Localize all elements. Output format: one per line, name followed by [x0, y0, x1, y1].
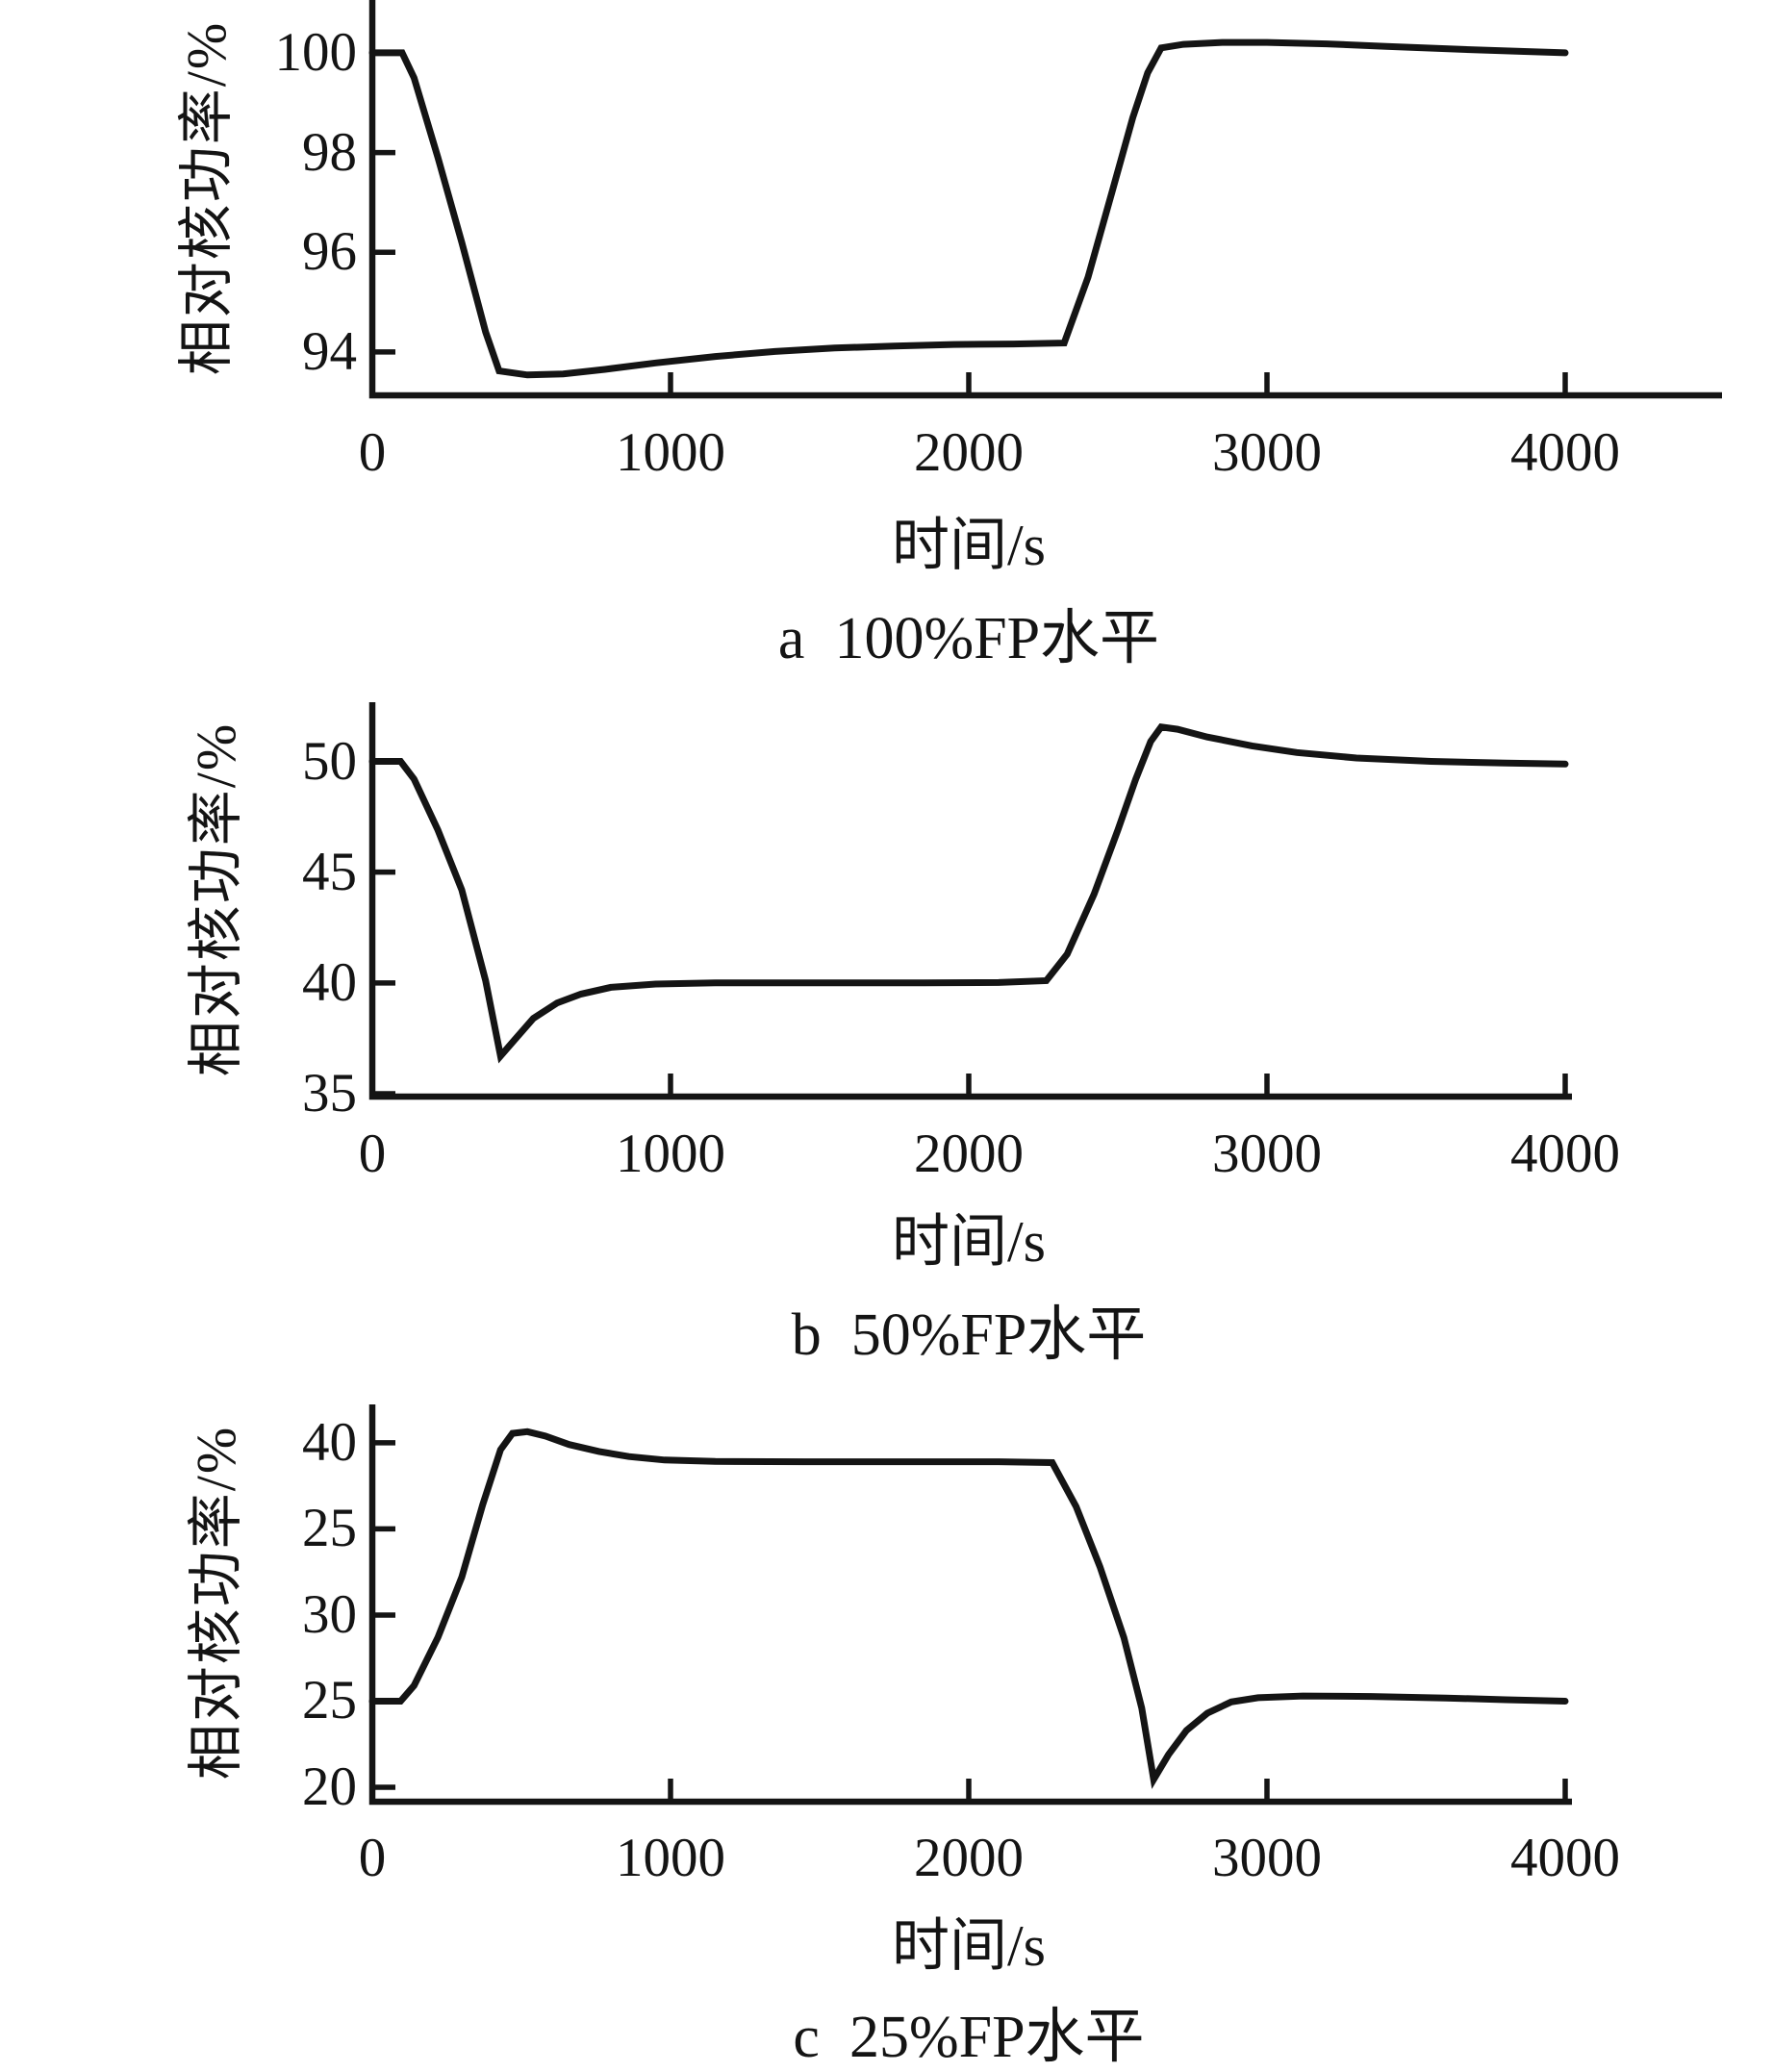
chart-c-y-tick-label: 25 [302, 1670, 357, 1731]
chart-c-y-tick-label: 40 [302, 1411, 357, 1473]
chart-c-x-tick-label: 1000 [616, 1828, 725, 1888]
chart-b-power-curve [368, 723, 1569, 1064]
chart-b-x-axis-title: 时间/s [891, 1210, 1047, 1274]
chart-a-x-tick-label: 0 [358, 422, 387, 483]
chart-c-caption: c 25%FP水平 [793, 2005, 1145, 2070]
chart-b-x-tick-label: 4000 [1510, 1124, 1620, 1184]
chart-a-power-curve [368, 38, 1569, 379]
chart-c-x-tick-label: 0 [358, 1828, 387, 1888]
chart-b-x-tick-label: 0 [358, 1124, 387, 1184]
chart-b-y-tick-label: 35 [302, 1063, 357, 1124]
chart-c-y-tick-label: 25 [302, 1498, 357, 1559]
chart-b-y-tick-label: 40 [302, 951, 357, 1013]
chart-b-x-tick-label: 2000 [914, 1124, 1024, 1184]
chart-b-x-tick-label: 3000 [1212, 1124, 1322, 1184]
chart-c-x-tick-label: 4000 [1510, 1828, 1620, 1888]
chart-b-y-tick-label: 50 [302, 730, 357, 792]
chart-a-caption: a 100%FP水平 [777, 606, 1160, 671]
chart-a-x-tick-label: 3000 [1212, 422, 1322, 483]
chart-c-power-curve [368, 1428, 1569, 1789]
chart-b-y-tick-label: 45 [302, 841, 357, 902]
chart-a-x-tick-label: 2000 [914, 422, 1024, 483]
chart-b-x-tick-label: 1000 [616, 1124, 725, 1184]
chart-c-x-axis-title: 时间/s [891, 1914, 1047, 1978]
chart-a-y-tick-label: 100 [274, 21, 358, 83]
chart-a-axes [368, 0, 1722, 399]
chart-c-y-tick-label: 20 [302, 1756, 357, 1817]
chart-a-x-tick-label: 1000 [616, 422, 725, 483]
chart-a-x-tick-label: 4000 [1510, 422, 1620, 483]
chart-a-y-tick-label: 96 [302, 221, 357, 283]
chart-a-y-tick-label: 98 [302, 121, 357, 183]
chart-b-caption: b 50%FP水平 [791, 1302, 1147, 1368]
chart-c-x-tick-label: 3000 [1212, 1828, 1322, 1888]
chart-a-y-tick-label: 94 [302, 320, 357, 382]
chart-c-x-tick-label: 2000 [914, 1828, 1024, 1888]
chart-a-x-axis-title: 时间/s [891, 514, 1047, 577]
chart-c-y-tick-label: 30 [302, 1583, 357, 1645]
